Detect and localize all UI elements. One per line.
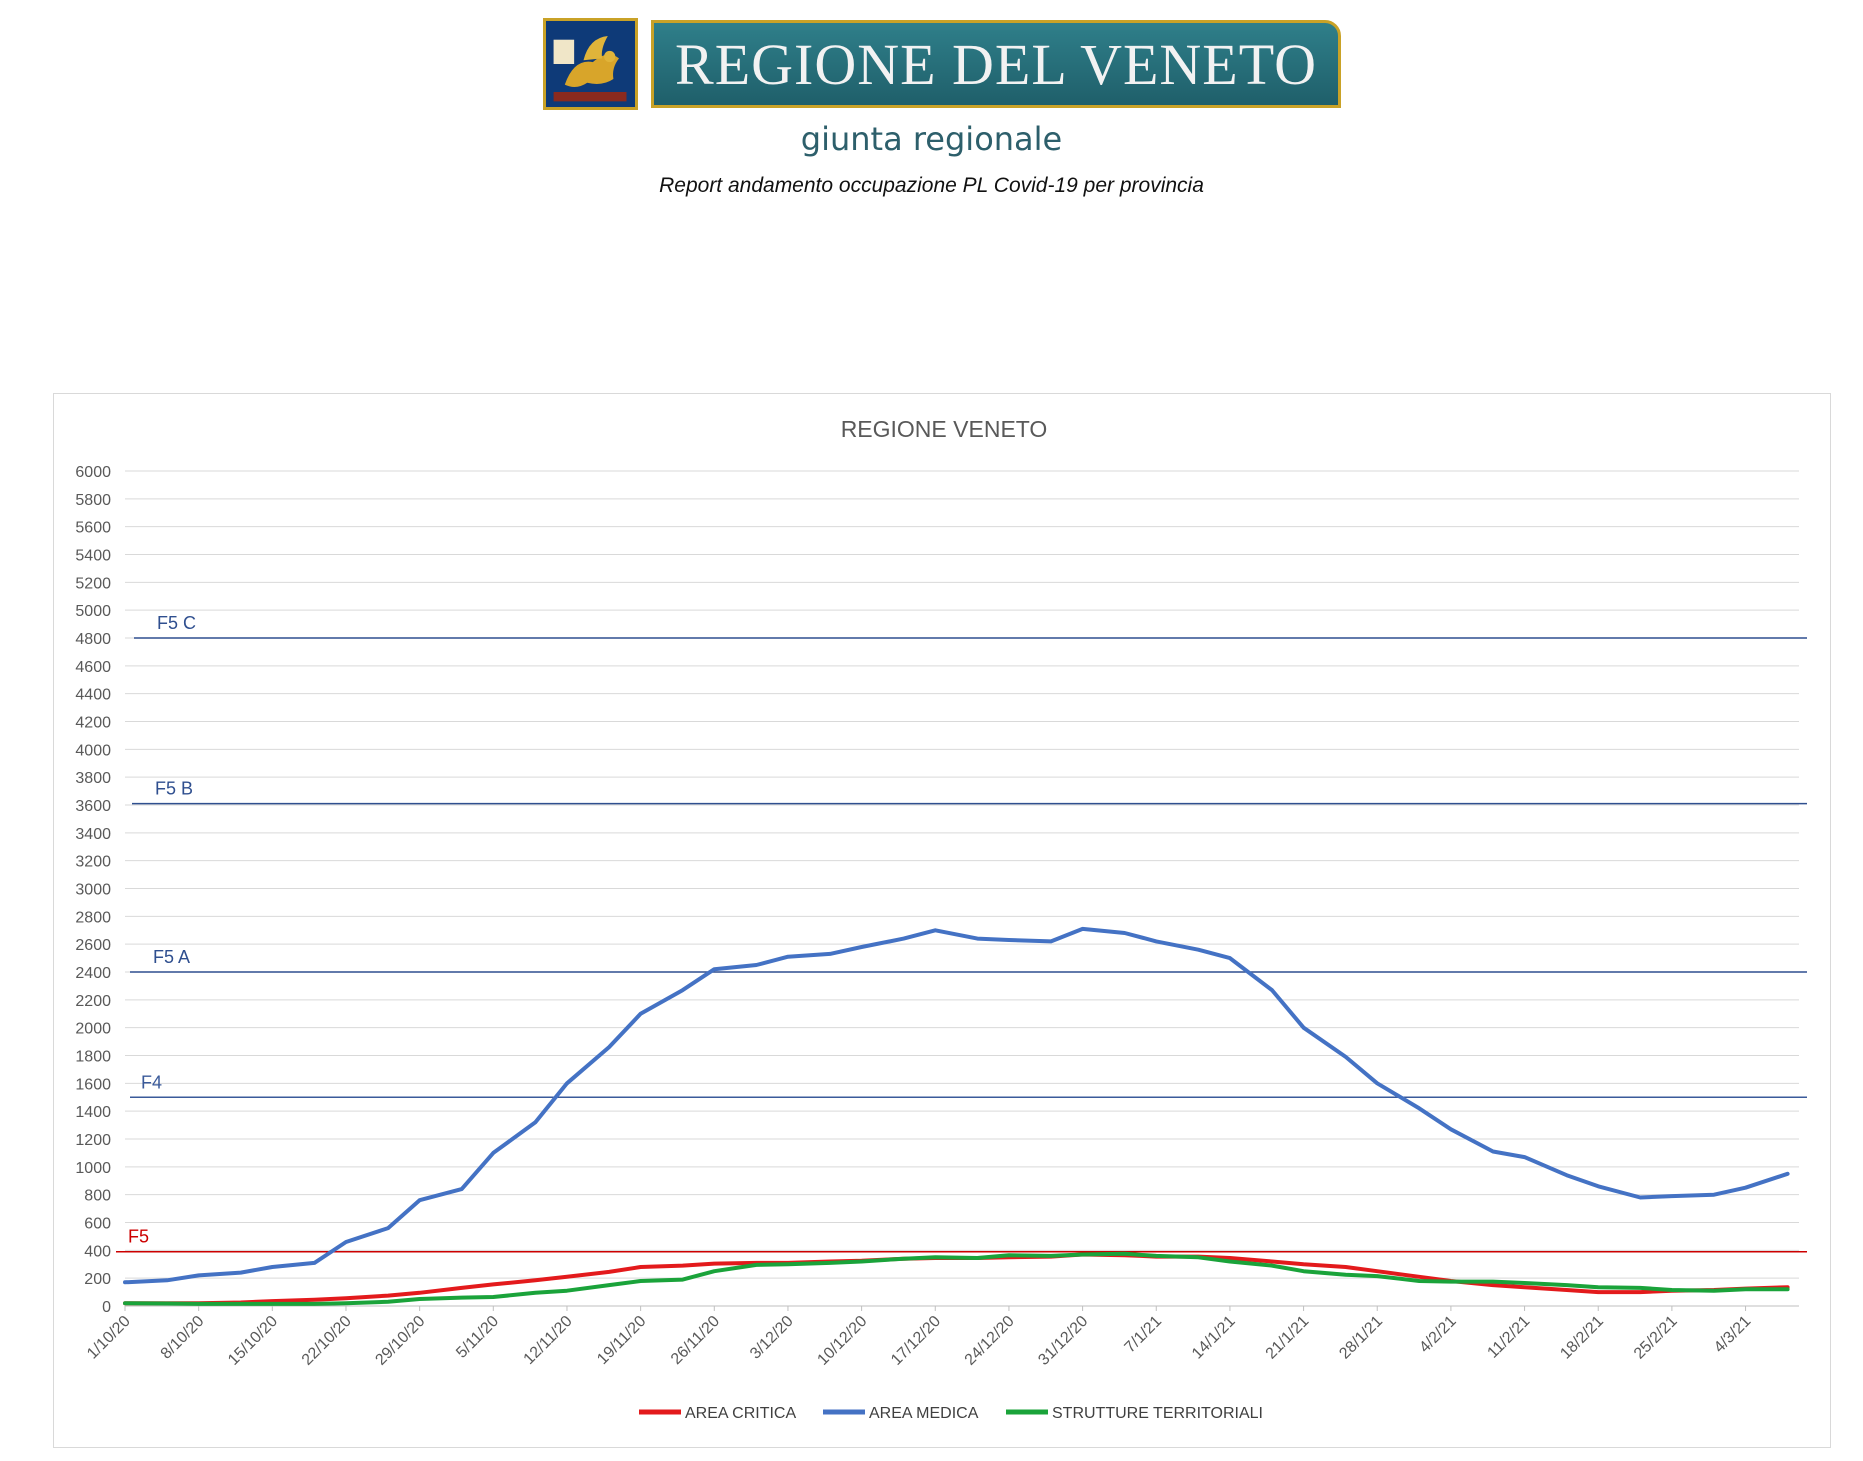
line-chart: REGIONE VENETO 0 200 400 600 800 1000 1200 1400… [75, 416, 1807, 1422]
y-tick-label: 6000 [75, 464, 111, 481]
x-tick-label: 7/1/21 [1122, 1313, 1166, 1357]
area-critica-line [123, 1252, 1790, 1306]
y-tick-label: 4200 [75, 715, 111, 732]
y-tick-label: 1800 [75, 1049, 111, 1066]
y-tick-label: 4800 [75, 631, 111, 648]
y-tick-label: 5600 [75, 520, 111, 537]
y-tick-label: 0 [102, 1299, 111, 1316]
x-tick-label: 19/11/20 [594, 1313, 649, 1368]
x-tick-label: 8/10/20 [158, 1313, 208, 1363]
x-tick-label: 4/3/21 [1711, 1313, 1755, 1357]
threshold-label: F4 [141, 1072, 162, 1092]
legend-label: AREA CRITICA [685, 1405, 796, 1422]
y-tick-label: 4400 [75, 687, 111, 704]
legend-label: STRUTTURE TERRITORIALI [1052, 1405, 1263, 1422]
y-tick-label: 5200 [75, 575, 111, 592]
x-tick-label: 29/10/20 [372, 1313, 428, 1369]
giunta-regionale-subtitle: giunta regionale [800, 120, 1063, 158]
y-tick-label: 4600 [75, 659, 111, 676]
regione-banner: REGIONE DEL VENETO [651, 20, 1341, 108]
y-tick-label: 5400 [75, 548, 111, 565]
y-tick-label: 3600 [75, 798, 111, 815]
threshold-label: F5 A [153, 947, 190, 967]
chart-legend: AREA CRITICA AREA MEDICA STRUTTURE TERRITO… [639, 1405, 1263, 1422]
crest-graphic [546, 21, 635, 107]
x-tick-label: 15/10/20 [225, 1313, 281, 1369]
y-tick-label: 5800 [75, 492, 111, 509]
x-tick-label: 4/2/21 [1416, 1313, 1460, 1357]
chart-container: REGIONE VENETO 0 200 400 600 800 1000 1200 1400… [53, 393, 1831, 1448]
x-tick-label: 24/12/20 [962, 1313, 1018, 1369]
y-tick-label: 1200 [75, 1132, 111, 1149]
y-tick-label: 800 [84, 1188, 111, 1205]
x-tick-label: 5/11/20 [453, 1313, 502, 1362]
chart-title: REGIONE VENETO [841, 416, 1048, 442]
grid-lines [125, 470, 1799, 1307]
x-tick-label: 17/12/20 [888, 1313, 944, 1369]
x-axis: 1/10/20 8/10/20 15/10/20 22/10/20 29/10/20 5/… [84, 1306, 1754, 1369]
y-tick-label: 3200 [75, 854, 111, 871]
y-tick-label: 200 [84, 1271, 111, 1288]
x-tick-label: 14/1/21 [1189, 1313, 1239, 1363]
x-tick-label: 28/1/21 [1336, 1313, 1386, 1363]
x-tick-label: 21/1/21 [1263, 1313, 1313, 1363]
legend-label: AREA MEDICA [869, 1405, 979, 1422]
report-header: REGIONE DEL VENETO giunta regionale Repo… [0, 0, 1863, 210]
area-medica-line [123, 926, 1790, 1285]
y-tick-label: 1400 [75, 1104, 111, 1121]
y-tick-label: 3000 [75, 882, 111, 899]
data-series [123, 926, 1790, 1306]
y-tick-label: 2000 [75, 1021, 111, 1038]
y-tick-label: 2200 [75, 993, 111, 1010]
y-tick-label: 2800 [75, 909, 111, 926]
x-tick-label: 10/12/20 [814, 1313, 870, 1369]
y-tick-label: 1000 [75, 1160, 111, 1177]
y-tick-label: 2600 [75, 937, 111, 954]
y-tick-label: 1600 [75, 1076, 111, 1093]
y-tick-label: 4000 [75, 742, 111, 759]
strutture-territoriali-line [123, 1251, 1790, 1306]
threshold-label: F5 [128, 1227, 149, 1247]
x-tick-label: 26/11/20 [668, 1313, 723, 1368]
x-tick-label: 3/12/20 [747, 1313, 797, 1363]
x-tick-label: 31/12/20 [1035, 1313, 1091, 1369]
x-tick-label: 25/2/21 [1631, 1313, 1681, 1363]
lion-of-saint-mark-crest-icon [543, 18, 638, 110]
threshold-lines: F5 C F5 B F5 A F4 F5 [116, 613, 1807, 1253]
y-tick-label: 3400 [75, 826, 111, 843]
report-title: Report andamento occupazione PL Covid-19… [659, 174, 1204, 197]
x-tick-label: 18/2/21 [1557, 1313, 1607, 1363]
y-tick-label: 3800 [75, 770, 111, 787]
x-tick-label: 22/10/20 [299, 1313, 355, 1369]
x-tick-label: 12/11/20 [521, 1313, 576, 1368]
threshold-label: F5 B [155, 779, 193, 799]
x-tick-label: 1/10/20 [84, 1313, 134, 1363]
regione-veneto-logo: REGIONE DEL VENETO [543, 16, 1343, 112]
y-tick-label: 600 [84, 1216, 111, 1233]
y-tick-label: 5000 [75, 603, 111, 620]
y-tick-label: 400 [84, 1243, 111, 1260]
threshold-label: F5 C [157, 613, 196, 633]
y-tick-label: 2400 [75, 965, 111, 982]
logo-text: REGIONE DEL VENETO [675, 31, 1317, 97]
y-axis: 0 200 400 600 800 1000 1200 1400 1600 1800 2000 220… [75, 464, 111, 1316]
x-tick-label: 11/2/21 [1484, 1313, 1533, 1362]
